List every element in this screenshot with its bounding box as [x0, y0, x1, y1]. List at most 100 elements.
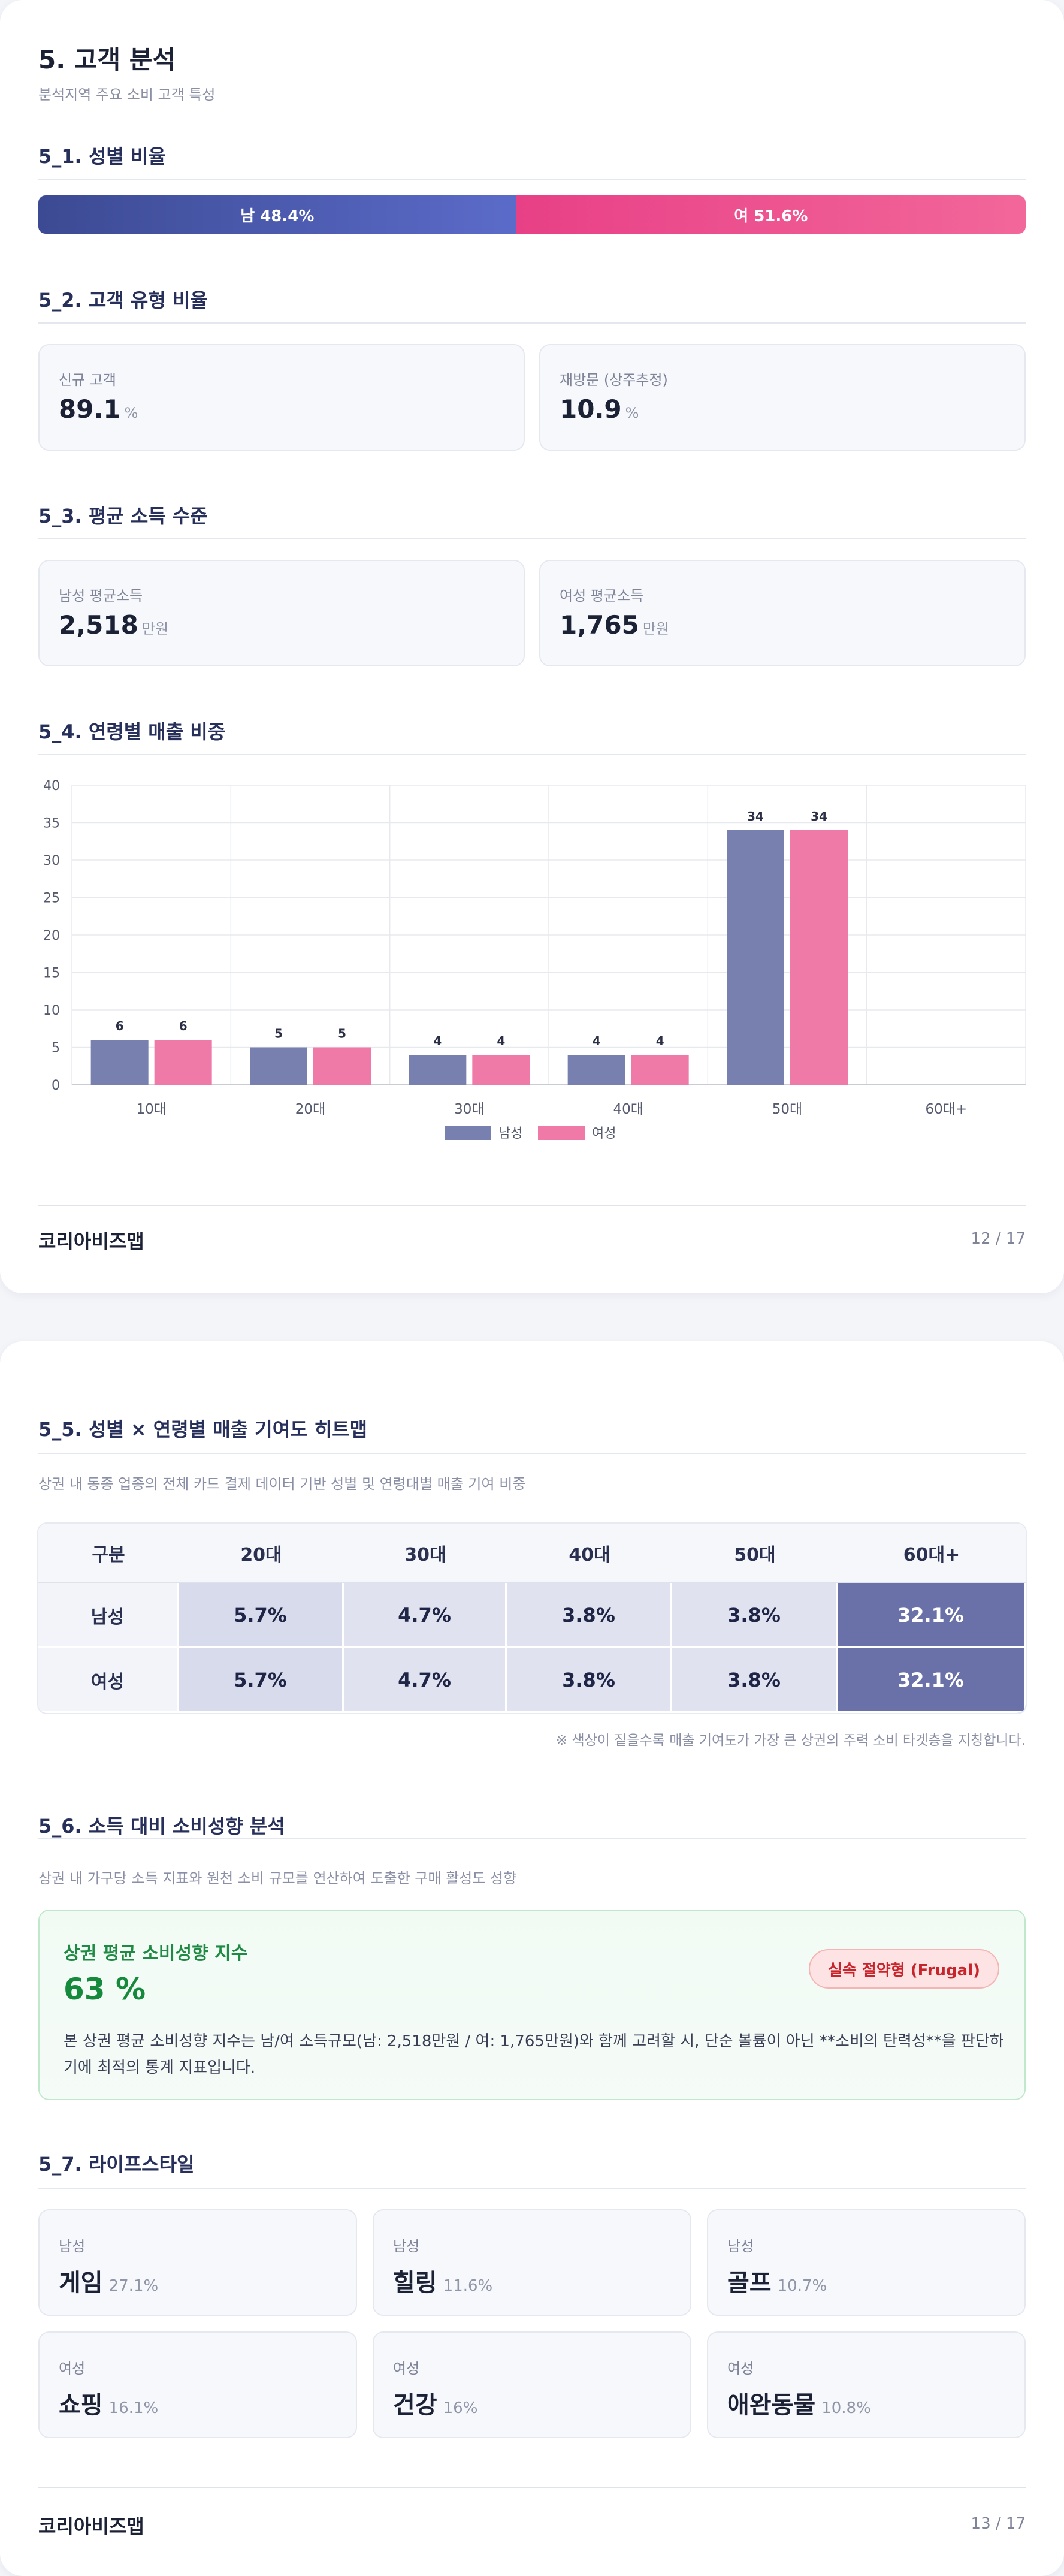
- spending-index-label: 상권 평균 소비성향 지수: [64, 1943, 248, 1964]
- section-divider: [38, 322, 1026, 324]
- heatmap-row-label: 남성: [38, 1583, 179, 1648]
- bar-female: [472, 1055, 530, 1085]
- heatmap-cell: 3.8%: [672, 1648, 838, 1713]
- heatmap-cell: 32.1%: [838, 1583, 1026, 1648]
- lifestyle-name-text: 힐링: [393, 2269, 437, 2297]
- footer-divider: [38, 1205, 1026, 1206]
- male-income-card: 남성 평균소득 2,518 만원: [38, 560, 525, 666]
- data-label: 34: [747, 809, 764, 824]
- data-label: 5: [338, 1027, 346, 1041]
- page-number: 12 / 17: [971, 1230, 1026, 1248]
- card-value: 89.1%: [59, 394, 138, 424]
- y-tick-label: 5: [52, 1041, 60, 1056]
- lifestyle-card: 남성 골프 10.7%: [707, 2209, 1026, 2316]
- lifestyle-pct: 16%: [443, 2399, 478, 2417]
- bar-male: [250, 1047, 307, 1085]
- y-tick-label: 35: [43, 816, 60, 831]
- lifestyle-card: 여성 애완동물 10.8%: [707, 2331, 1026, 2438]
- lifestyle-name: 애완동물 10.8%: [727, 2385, 871, 2420]
- legend-label: 여성: [592, 1126, 616, 1141]
- lifestyle-gender: 여성: [727, 2360, 754, 2377]
- lifestyle-name: 골프 10.7%: [727, 2263, 827, 2298]
- section-title-income: 5_3. 평균 소득 수준: [38, 505, 208, 527]
- new-customer-card: 신규 고객 89.1%: [38, 344, 525, 451]
- heatmap-row-label: 여성: [38, 1648, 179, 1713]
- section-title-heatmap: 5_5. 성별 × 연령별 매출 기여도 히트맵: [38, 1418, 368, 1441]
- section-divider: [38, 1453, 1026, 1454]
- heatmap-cell: 5.7%: [179, 1583, 344, 1648]
- lifestyle-name-text: 쇼핑: [59, 2391, 103, 2419]
- y-tick-label: 10: [43, 1003, 60, 1018]
- value-number: 10.9: [560, 394, 622, 424]
- x-tick-label: 40대: [613, 1102, 643, 1117]
- table-row: 남성 5.7% 4.7% 3.8% 3.8% 32.1%: [38, 1583, 1026, 1648]
- section-title-spending: 5_6. 소득 대비 소비성향 분석: [38, 1815, 285, 1838]
- lifestyle-gender: 남성: [727, 2238, 754, 2255]
- lifestyle-pct: 10.8%: [821, 2399, 871, 2417]
- section-title-age-sales: 5_4. 연령별 매출 비중: [38, 720, 226, 743]
- spending-index-card: 상권 평균 소비성향 지수 63 % 실속 절약형 (Frugal) 본 상권 …: [38, 1910, 1026, 2100]
- section-divider: [38, 2188, 1026, 2189]
- lifestyle-name: 건강 16%: [393, 2385, 477, 2420]
- y-tick-label: 20: [43, 928, 60, 943]
- heatmap-note: ※ 색상이 짙을수록 매출 기여도가 가장 큰 상권의 주력 소비 타겟층을 지…: [555, 1733, 1026, 1748]
- y-tick-label: 25: [43, 891, 60, 906]
- female-income-card: 여성 평균소득 1,765 만원: [539, 560, 1026, 666]
- card-label: 남성 평균소득: [59, 587, 143, 604]
- bar-male: [409, 1055, 467, 1085]
- y-tick-label: 0: [52, 1078, 60, 1093]
- y-tick-label: 30: [43, 853, 60, 868]
- report-page-12: 5. 고객 분석 분석지역 주요 소비 고객 특성 5_1. 성별 비율 남 4…: [0, 0, 1064, 1293]
- x-tick-label: 30대: [454, 1102, 484, 1117]
- value-unit: 만원: [141, 620, 169, 637]
- lifestyle-gender: 남성: [59, 2238, 86, 2255]
- heatmap-table: 구분 20대 30대 40대 50대 60대+ 남성 5.7% 4.7% 3.8…: [38, 1524, 1026, 1713]
- value-number: 2,518: [59, 610, 138, 640]
- age-sales-bar-chart: 0 5 10 15 20 25 30 35 40 6 6 10대 5 5 20대 4 4 30대 4 4 40대 34 34…: [43, 779, 1026, 1141]
- lifestyle-name-text: 애완동물: [727, 2391, 816, 2419]
- page-subtitle: 분석지역 주요 소비 고객 특성: [38, 86, 216, 103]
- spending-type-badge: 실속 절약형 (Frugal): [809, 1949, 999, 1989]
- heatmap-cell: 5.7%: [179, 1648, 344, 1713]
- value-number: 1,765: [560, 610, 639, 640]
- lifestyle-name: 쇼핑 16.1%: [59, 2385, 158, 2420]
- lifestyle-name: 힐링 11.6%: [393, 2263, 492, 2298]
- heatmap-header-cell: 30대: [344, 1524, 507, 1583]
- heatmap-cell: 3.8%: [507, 1583, 672, 1648]
- spending-index-value: 63 %: [64, 1972, 146, 2007]
- heatmap-description: 상권 내 동종 업종의 전체 카드 결제 데이터 기반 성별 및 연령대별 매출…: [38, 1476, 526, 1492]
- lifestyle-name-text: 골프: [727, 2269, 772, 2297]
- heatmap-cell: 4.7%: [344, 1583, 507, 1648]
- section-divider: [38, 538, 1026, 539]
- section-title-gender-ratio: 5_1. 성별 비율: [38, 145, 166, 168]
- bar-female: [631, 1055, 689, 1085]
- lifestyle-gender: 여성: [59, 2360, 86, 2377]
- heatmap-cell: 3.8%: [507, 1648, 672, 1713]
- footer-brand: 코리아비즈맵: [38, 2515, 144, 2538]
- bar-female: [790, 830, 848, 1085]
- section-divider: [38, 1838, 1026, 1839]
- lifestyle-gender: 남성: [393, 2238, 420, 2255]
- heatmap-cell: 4.7%: [344, 1648, 507, 1713]
- y-tick-label: 40: [43, 779, 60, 794]
- heatmap-header-cell: 50대: [672, 1524, 838, 1583]
- card-label: 신규 고객: [59, 372, 116, 388]
- lifestyle-name-text: 건강: [393, 2391, 437, 2419]
- lifestyle-gender: 여성: [393, 2360, 420, 2377]
- heatmap-cell: 3.8%: [672, 1583, 838, 1648]
- lifestyle-name: 게임 27.1%: [59, 2263, 158, 2298]
- value-number: 89.1: [59, 394, 121, 424]
- bar-female: [313, 1047, 371, 1085]
- spending-description: 상권 내 가구당 소득 지표와 원천 소비 규모를 연산하여 도출한 구매 활성…: [38, 1870, 517, 1887]
- x-tick-label: 10대: [136, 1102, 166, 1117]
- gender-ratio-bar: 남 48.4% 여 51.6%: [38, 195, 1026, 234]
- data-label: 4: [593, 1034, 601, 1048]
- card-value: 1,765 만원: [560, 610, 669, 640]
- lifestyle-pct: 16.1%: [108, 2399, 159, 2417]
- section-divider: [38, 754, 1026, 755]
- bar-female: [154, 1040, 212, 1085]
- lifestyle-pct: 10.7%: [777, 2277, 827, 2295]
- page-number: 13 / 17: [971, 2515, 1026, 2533]
- card-value: 2,518 만원: [59, 610, 168, 640]
- data-label: 4: [433, 1034, 442, 1048]
